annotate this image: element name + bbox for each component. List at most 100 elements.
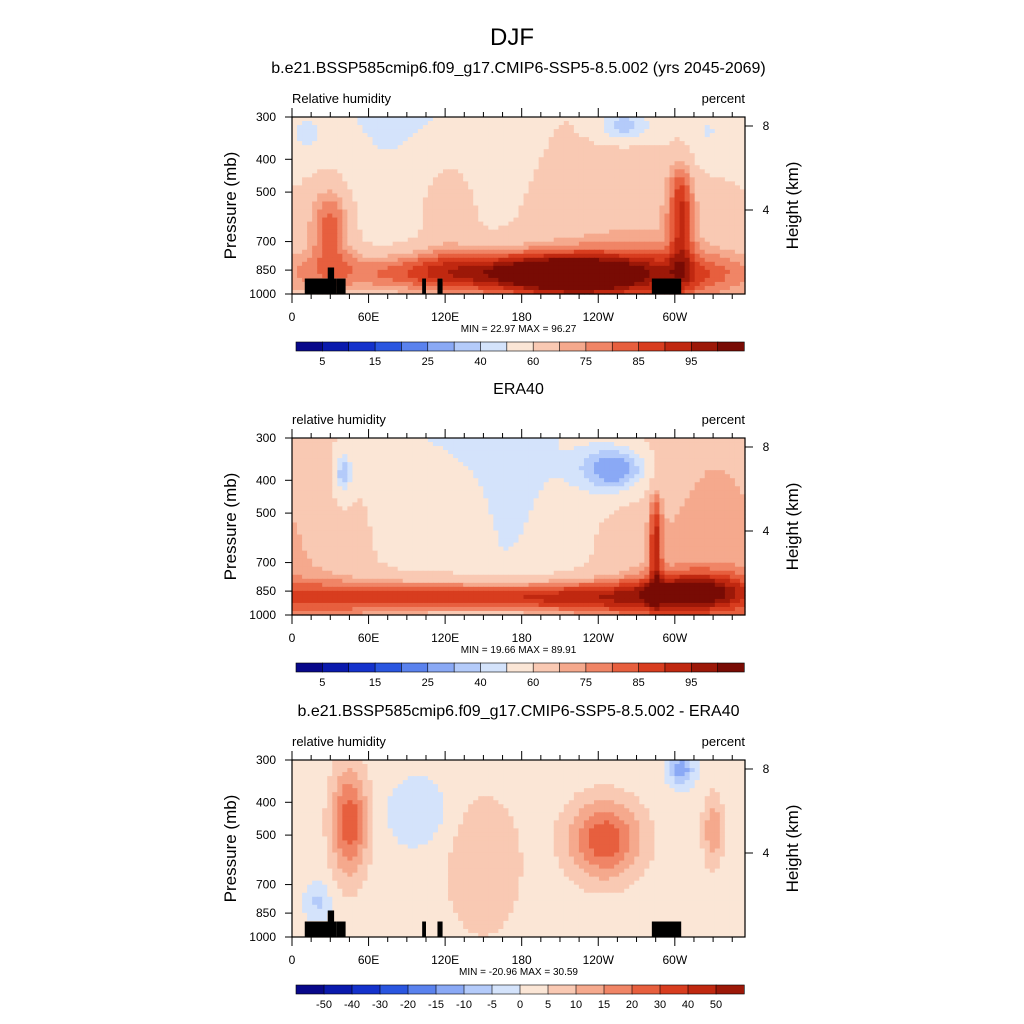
contour-cell <box>453 249 459 255</box>
contour-cell <box>327 474 333 479</box>
contour-cell <box>518 253 525 259</box>
contour-cell <box>709 221 716 227</box>
contour-cell <box>724 125 731 130</box>
contour-cell <box>518 181 525 186</box>
contour-cell <box>427 217 434 223</box>
contour-cell <box>307 474 313 479</box>
contour-cell <box>624 221 630 227</box>
contour-cell <box>644 153 650 158</box>
contour-cell <box>609 197 615 203</box>
contour-cell <box>659 229 666 235</box>
contour-cell <box>634 217 640 223</box>
contour-cell <box>347 173 353 178</box>
contour-cell <box>397 201 404 207</box>
contour-cell <box>634 125 640 130</box>
contour-cell <box>729 281 736 287</box>
contour-cell <box>614 257 620 263</box>
contour-cell <box>573 241 580 247</box>
contour-cell <box>297 474 303 479</box>
contour-cell <box>548 229 555 235</box>
contour-cell <box>684 245 691 251</box>
contour-cell <box>624 201 630 207</box>
contour-cell <box>543 269 550 275</box>
contour-cell <box>719 193 726 199</box>
contour-cell <box>473 470 479 475</box>
contour-cell <box>322 181 328 186</box>
contour-cell <box>679 454 686 459</box>
contour-cell <box>332 153 338 158</box>
contour-cell <box>624 233 630 239</box>
contour-cell <box>417 446 424 451</box>
contour-cell <box>347 253 353 259</box>
contour-cell <box>694 273 701 279</box>
contour-cell <box>684 474 691 479</box>
contour-cell <box>734 129 741 134</box>
contour-cell <box>563 470 570 475</box>
contour-cell <box>604 253 610 259</box>
contour-cell <box>432 197 439 203</box>
contour-cell <box>503 261 510 267</box>
contour-cell <box>292 181 298 186</box>
contour-cell <box>302 217 308 223</box>
contour-cell <box>729 177 736 182</box>
contour-cell <box>533 225 540 231</box>
contour-cell <box>619 229 625 235</box>
contour-cell <box>634 269 640 275</box>
contour-cell <box>578 281 585 287</box>
contour-cell <box>357 137 364 142</box>
contour-cell <box>649 273 655 279</box>
contour-cell <box>422 193 429 199</box>
contour-cell <box>604 277 610 283</box>
contour-cell <box>599 446 605 451</box>
contour-cell <box>468 213 474 219</box>
contour-cell <box>739 241 746 247</box>
contour-cell <box>332 173 338 178</box>
contour-cell <box>503 141 510 146</box>
contour-cell <box>402 265 409 271</box>
contour-cell <box>518 201 525 207</box>
contour-cell <box>573 213 580 219</box>
contour-cell <box>518 137 525 142</box>
contour-cell <box>443 438 449 443</box>
contour-cell <box>407 446 414 451</box>
contour-cell <box>448 149 454 154</box>
contour-cell <box>347 261 353 267</box>
contour-cell <box>644 285 650 291</box>
contour-cell <box>614 281 620 287</box>
contour-cell <box>714 261 721 267</box>
contour-cell <box>417 121 424 126</box>
contour-cell <box>553 193 560 199</box>
contour-cell <box>654 450 661 455</box>
contour-cell <box>508 133 515 138</box>
contour-cell <box>407 438 414 443</box>
contour-cell <box>523 153 530 158</box>
contour-cell <box>362 145 369 150</box>
contour-cell <box>498 265 504 271</box>
contour-cell <box>644 177 650 182</box>
contour-cell <box>468 241 474 247</box>
contour-cell <box>427 157 434 162</box>
contour-cell <box>347 458 353 463</box>
contour-cell <box>543 165 550 170</box>
contour-cell <box>714 153 721 158</box>
contour-cell <box>422 241 429 247</box>
contour-cell <box>674 466 681 471</box>
contour-cell <box>523 205 530 211</box>
topography-mask <box>304 267 682 294</box>
contour-cell <box>463 446 469 451</box>
contour-cell <box>729 129 736 134</box>
contour-cell <box>699 466 706 471</box>
contour-cell <box>483 281 489 287</box>
contour-cell <box>342 450 348 455</box>
contour-cell <box>412 229 419 235</box>
contour-cell <box>483 133 489 138</box>
contour-cell <box>327 137 333 142</box>
contour-cell <box>614 137 620 142</box>
contour-cell <box>503 145 510 150</box>
contour-cell <box>679 121 686 126</box>
contour-cell <box>684 285 691 291</box>
contour-cell <box>614 474 620 479</box>
contour-cell <box>724 458 731 463</box>
contour-cell <box>397 277 404 283</box>
contour-cell <box>599 205 605 211</box>
